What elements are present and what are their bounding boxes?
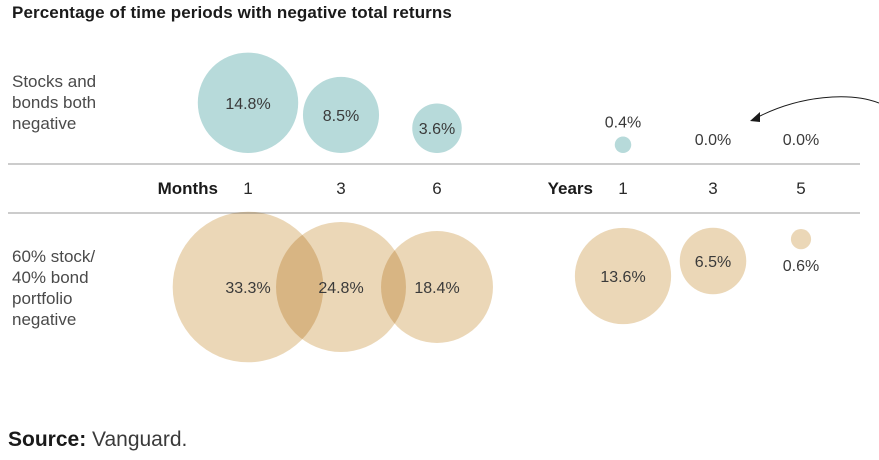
data-label-both-negative: 3.6% <box>419 121 455 138</box>
data-label-portfolio-negative: 24.8% <box>318 280 363 297</box>
axis-period-label: 1 <box>618 179 627 198</box>
data-label-both-negative: 8.5% <box>323 108 359 125</box>
annotation-arrow-head <box>750 112 760 122</box>
bubble-both-negative <box>614 136 632 154</box>
source-note: Source: Vanguard. <box>8 428 187 452</box>
data-label-both-negative: 0.0% <box>783 132 819 149</box>
bubble-both-negative <box>412 103 462 153</box>
row-label-both-negative: Stocks and bonds both negative <box>12 72 97 133</box>
axis-period-label: 3 <box>336 179 345 198</box>
annotation-arrow-line <box>755 96 879 119</box>
data-label-both-negative: 0.4% <box>605 114 641 131</box>
data-label-both-negative: 0.0% <box>695 132 731 149</box>
axis-period-label: 6 <box>432 179 441 198</box>
bubble-both-negative <box>302 76 380 153</box>
row-label-portfolio-negative: 60% stock/ 40% bond portfolio negative <box>12 247 96 329</box>
axis-period-label: 1 <box>243 179 252 198</box>
bubble-portfolio-negative <box>172 211 324 363</box>
source-prefix: Source: <box>8 428 87 451</box>
data-label-portfolio-negative: 33.3% <box>225 280 270 297</box>
bubble-portfolio-negative <box>276 222 406 352</box>
bubble-both-negative <box>197 52 299 153</box>
bubble-portfolio-negative <box>679 227 747 295</box>
bubble-portfolio-negative <box>790 229 812 250</box>
bubble-portfolio-negative <box>381 231 493 343</box>
data-label-portfolio-negative: 18.4% <box>414 280 459 297</box>
data-label-portfolio-negative: 0.6% <box>783 258 819 275</box>
data-label-portfolio-negative: 6.5% <box>695 254 731 271</box>
data-label-both-negative: 14.8% <box>225 96 270 113</box>
axis-group-label-months: Months <box>158 179 218 198</box>
chart-title: Percentage of time periods with negative… <box>12 3 452 22</box>
axis-period-label: 3 <box>708 179 717 198</box>
axis-period-label: 5 <box>796 179 805 198</box>
source-text: Vanguard. <box>86 428 188 451</box>
bubble-portfolio-negative <box>574 227 672 325</box>
data-label-portfolio-negative: 13.6% <box>600 269 645 286</box>
axis-group-label-years: Years <box>548 179 593 198</box>
